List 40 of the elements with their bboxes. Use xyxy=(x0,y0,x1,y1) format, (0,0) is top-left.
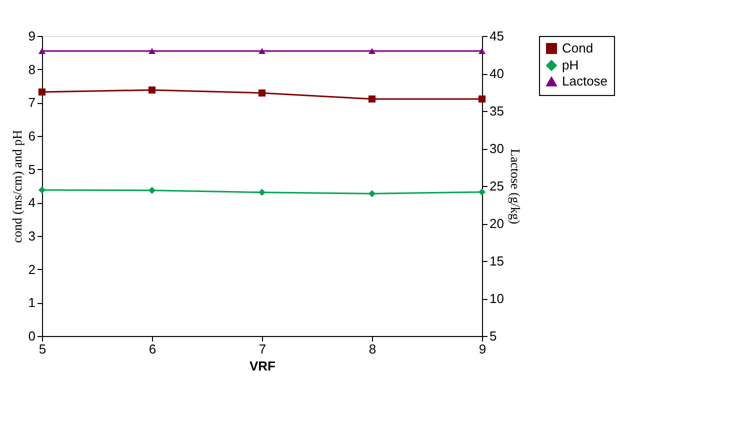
y-tick-label: 3 xyxy=(28,228,36,244)
point xyxy=(148,86,156,94)
y2-tick-label: 20 xyxy=(490,216,504,231)
y-tick-label: 7 xyxy=(28,95,36,110)
point xyxy=(478,95,486,103)
y-axis-title: cond (ms/cm) and pH xyxy=(9,130,24,244)
x-tick-label: 8 xyxy=(368,342,376,356)
point xyxy=(368,95,376,103)
y-tick-label: 4 xyxy=(28,195,36,210)
point xyxy=(148,186,156,194)
y-tick-label: 0 xyxy=(28,328,36,344)
y-tick-label: 6 xyxy=(28,128,36,144)
y2-tick-label: 25 xyxy=(490,178,504,194)
y2-tick-label: 40 xyxy=(490,66,504,81)
x-axis-title: VRF xyxy=(250,358,276,374)
point xyxy=(478,188,486,196)
point xyxy=(38,88,46,96)
y2-axis-title: Lactose (g/kg) xyxy=(508,148,523,224)
point xyxy=(258,89,266,97)
y2-tick-label: 15 xyxy=(490,254,504,268)
y-tick-label: 5 xyxy=(28,162,36,177)
point xyxy=(258,188,266,196)
y2-tick-label: 35 xyxy=(490,104,504,118)
y2-tick-label: 10 xyxy=(490,291,504,306)
legend-label: Cond xyxy=(562,40,594,56)
y-tick-label: 2 xyxy=(28,262,36,277)
point xyxy=(368,190,376,198)
x-tick-label: 9 xyxy=(478,342,486,356)
y2-tick-label: 45 xyxy=(490,28,504,44)
x-tick-label: 6 xyxy=(148,342,156,356)
y-tick-label: 1 xyxy=(28,295,36,310)
legend-label: pH xyxy=(562,58,579,72)
x-tick-label: 7 xyxy=(258,342,266,356)
point xyxy=(38,186,46,194)
legend-label: Lactose xyxy=(562,74,608,88)
y-tick-label: 8 xyxy=(28,62,36,77)
y2-tick-label: 5 xyxy=(490,328,497,344)
x-tick-label: 5 xyxy=(38,342,46,356)
y2-tick-label: 30 xyxy=(490,141,504,156)
y-tick-label: 9 xyxy=(28,28,36,44)
